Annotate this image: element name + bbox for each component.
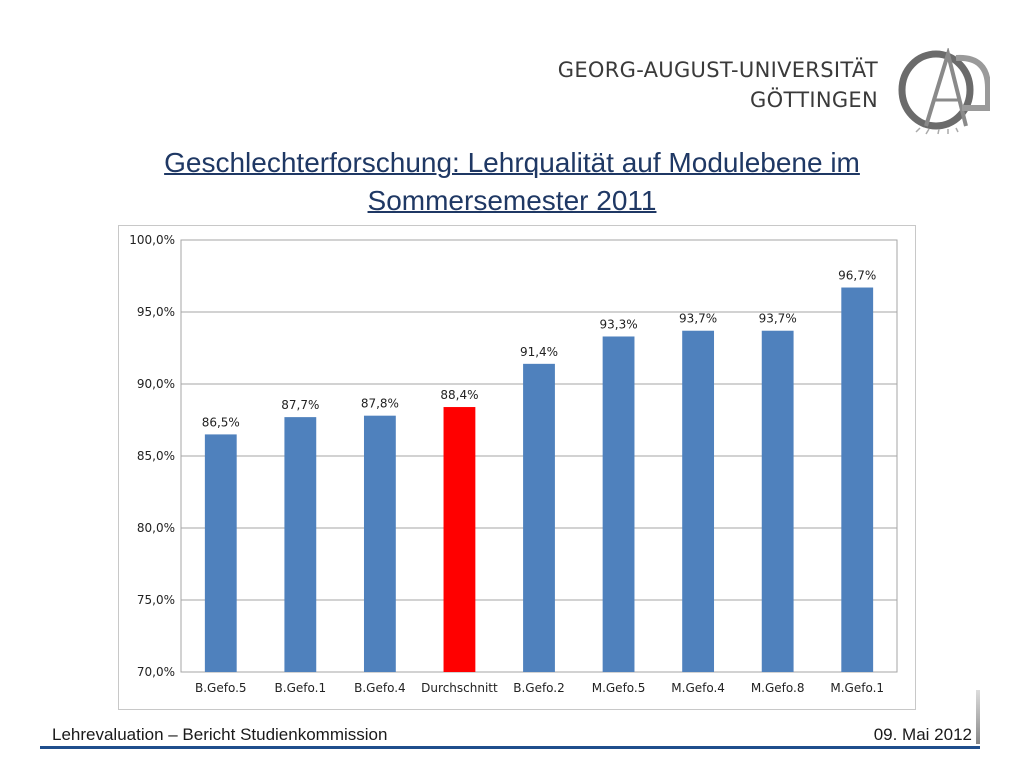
bar (523, 363, 555, 672)
title-line1: Geschlechterforschung: Lehrqualität auf … (164, 147, 860, 178)
data-label: 93,3% (599, 317, 637, 331)
y-tick-label: 70,0% (137, 665, 175, 679)
y-tick-label: 95,0% (137, 305, 175, 319)
bar (204, 434, 237, 672)
x-tick-label: B.Gefo.2 (513, 681, 565, 695)
y-tick-label: 85,0% (137, 449, 175, 463)
x-tick-label: B.Gefo.5 (195, 681, 247, 695)
university-name-line1: GEORG-AUGUST-UNIVERSITÄT (557, 58, 878, 82)
university-seal-logo (898, 48, 990, 135)
x-tick-label: M.Gefo.5 (592, 681, 646, 695)
y-tick-label: 90,0% (137, 377, 175, 391)
bar-chart-svg: 70,0% 75,0% 80,0% 85,0% 90,0% 95,0% 100,0% 86,5… (129, 233, 898, 695)
data-label: 87,7% (281, 398, 319, 412)
bar (602, 336, 635, 672)
bar (363, 415, 396, 672)
title-line2: Sommersemester 2011 (367, 185, 657, 216)
bar (761, 330, 794, 672)
bar (682, 330, 715, 672)
x-tick-label: Durchschnitt (421, 681, 498, 695)
data-label: 91,4% (520, 345, 558, 359)
y-tick-label: 100,0% (129, 233, 175, 247)
bar (443, 407, 476, 672)
x-tick-label: B.Gefo.1 (275, 681, 327, 695)
footer-report-title: Lehrevaluation – Bericht Studienkommissi… (52, 725, 388, 744)
x-tick-label: M.Gefo.8 (751, 681, 805, 695)
side-decoration (976, 690, 980, 744)
x-tick-label: B.Gefo.4 (354, 681, 406, 695)
x-tick-label: M.Gefo.1 (830, 681, 884, 695)
university-name-line2: GÖTTINGEN (750, 88, 878, 112)
data-label: 96,7% (838, 269, 876, 283)
data-label: 88,4% (440, 388, 478, 402)
bar (284, 417, 317, 672)
y-tick-label: 75,0% (137, 593, 175, 607)
bar (841, 287, 874, 672)
footer-date: 09. Mai 2012 (873, 725, 972, 744)
y-tick-label: 80,0% (137, 521, 175, 535)
slide-title: Geschlechterforschung: Lehrqualität auf … (60, 144, 964, 220)
data-label: 86,5% (202, 415, 240, 429)
data-label: 93,7% (679, 312, 717, 326)
bar-chart: 70,0% 75,0% 80,0% 85,0% 90,0% 95,0% 100,0% 86,5… (118, 225, 916, 710)
x-tick-label: M.Gefo.4 (671, 681, 725, 695)
footer-divider (40, 746, 980, 749)
data-label: 93,7% (759, 312, 797, 326)
data-label: 87,8% (361, 397, 399, 411)
